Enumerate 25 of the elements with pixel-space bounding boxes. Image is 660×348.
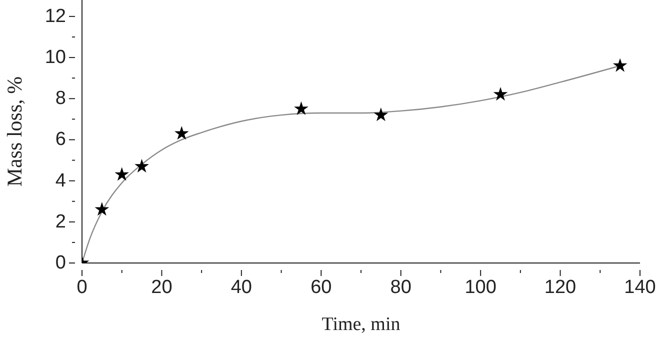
- y-tick-label: 10: [44, 47, 66, 68]
- x-tick-label: 40: [230, 277, 252, 298]
- y-tick-label: 4: [55, 170, 66, 192]
- x-tick-label: 60: [310, 277, 332, 298]
- point: [374, 108, 388, 122]
- x-tick-label: 80: [390, 277, 412, 298]
- x-axis-title: Time, min: [322, 314, 401, 335]
- x-tick-label: 20: [151, 277, 172, 298]
- y-tick-label: 12: [44, 6, 66, 27]
- point: [114, 167, 130, 181]
- point: [294, 101, 308, 116]
- y-tick-label: 0: [55, 252, 66, 274]
- x-tick-label: 0: [76, 277, 88, 298]
- x-tick-label: 140: [624, 277, 656, 298]
- point: [134, 158, 149, 173]
- y-axis-title: Mass loss, %: [2, 76, 26, 187]
- x-tick-label: 120: [544, 277, 576, 298]
- point: [493, 86, 508, 101]
- y-tick-label: 2: [55, 211, 66, 232]
- y-tick-label: 8: [55, 88, 66, 110]
- point: [612, 58, 628, 72]
- point: [174, 126, 189, 140]
- point: [94, 202, 110, 216]
- y-tick-label: 6: [55, 129, 66, 150]
- x-tick-label: 100: [464, 277, 496, 298]
